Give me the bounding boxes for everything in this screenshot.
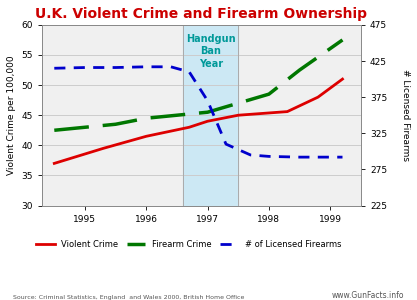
Text: www.GunFacts.info: www.GunFacts.info	[332, 292, 404, 300]
Y-axis label: Violent Crime per 100,000: Violent Crime per 100,000	[7, 56, 16, 175]
Bar	[183, 25, 238, 206]
Y-axis label: # Licensed Firearms: # Licensed Firearms	[401, 69, 410, 161]
Title: U.K. Violent Crime and Firearm Ownership: U.K. Violent Crime and Firearm Ownership	[35, 7, 367, 21]
Text: Handgun
Ban
Year: Handgun Ban Year	[186, 34, 236, 69]
Legend: Violent Crime, Firearm Crime, # of Licensed Firearms: Violent Crime, Firearm Crime, # of Licen…	[33, 236, 344, 252]
Text: Source: Criminal Statistics, England  and Wales 2000, British Home Office: Source: Criminal Statistics, England and…	[13, 295, 244, 299]
